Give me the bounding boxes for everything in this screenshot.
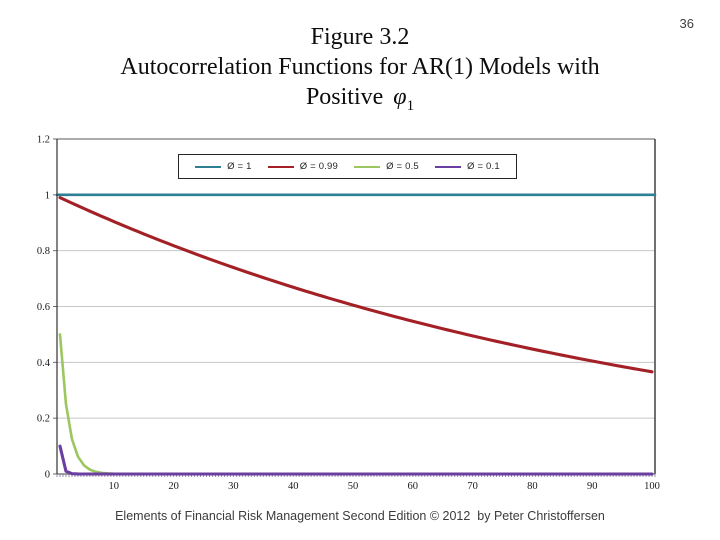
- legend-line-swatch-phi-0.5: [354, 165, 381, 168]
- x-tick-label-100: 100: [644, 481, 660, 492]
- series-line-phi-0.1: [58, 444, 654, 476]
- phi-subscript: 1: [406, 97, 415, 114]
- chart-legend: Ø = 1 Ø = 0.99 Ø = 0.5 Ø = 0.1: [178, 154, 517, 179]
- legend-label-phi-0.1: Ø = 0.1: [467, 161, 500, 172]
- legend-line-swatch-phi-0.99: [267, 165, 294, 168]
- y-tick-label-0.2: 0.2: [37, 414, 50, 425]
- page-number: 36: [679, 16, 694, 31]
- x-tick-label-90: 90: [587, 481, 598, 492]
- legend-label-phi-0.99: Ø = 0.99: [299, 161, 338, 172]
- phi-symbol: φ: [393, 84, 407, 110]
- series-line-phi-0.99: [58, 196, 654, 374]
- legend-line-swatch-phi-0.1: [435, 165, 462, 168]
- y-tick-label-0.6: 0.6: [37, 302, 50, 313]
- legend-label-phi-1: Ø = 1: [227, 161, 252, 172]
- y-tick-label-0.8: 0.8: [37, 246, 50, 257]
- legend-entry-phi-0.5: Ø = 0.5: [354, 161, 419, 172]
- legend-entry-phi-1: Ø = 1: [195, 161, 252, 172]
- legend-entry-phi-0.99: Ø = 0.99: [267, 161, 338, 172]
- x-tick-label-20: 20: [168, 481, 179, 492]
- y-tick-label-1.2: 1.2: [37, 135, 50, 146]
- x-tick-label-30: 30: [228, 481, 239, 492]
- footer-credit: Elements of Financial Risk Management Se…: [115, 509, 605, 523]
- title-line-3: Positive φ1: [40, 82, 680, 121]
- x-tick-label-50: 50: [348, 481, 359, 492]
- title-line-3-text: Positive: [305, 84, 384, 110]
- title-line-1: Figure 3.2: [310, 24, 410, 50]
- x-tick-label-60: 60: [408, 481, 419, 492]
- y-tick-label-1: 1: [45, 190, 50, 201]
- legend-label-phi-0.5: Ø = 0.5: [386, 161, 419, 172]
- legend-line-swatch-phi-1: [195, 165, 222, 168]
- slide-title: Figure 3.2 Autocorrelation Functions for…: [40, 22, 680, 121]
- legend-entry-phi-0.1: Ø = 0.1: [435, 161, 500, 172]
- x-tick-label-70: 70: [467, 481, 478, 492]
- x-tick-label-10: 10: [109, 481, 120, 492]
- y-tick-label-0: 0: [45, 470, 50, 481]
- title-line-2: Autocorrelation Functions for AR(1) Mode…: [120, 54, 600, 80]
- x-tick-label-80: 80: [527, 481, 538, 492]
- x-tick-label-40: 40: [288, 481, 299, 492]
- y-tick-label-0.4: 0.4: [37, 358, 51, 369]
